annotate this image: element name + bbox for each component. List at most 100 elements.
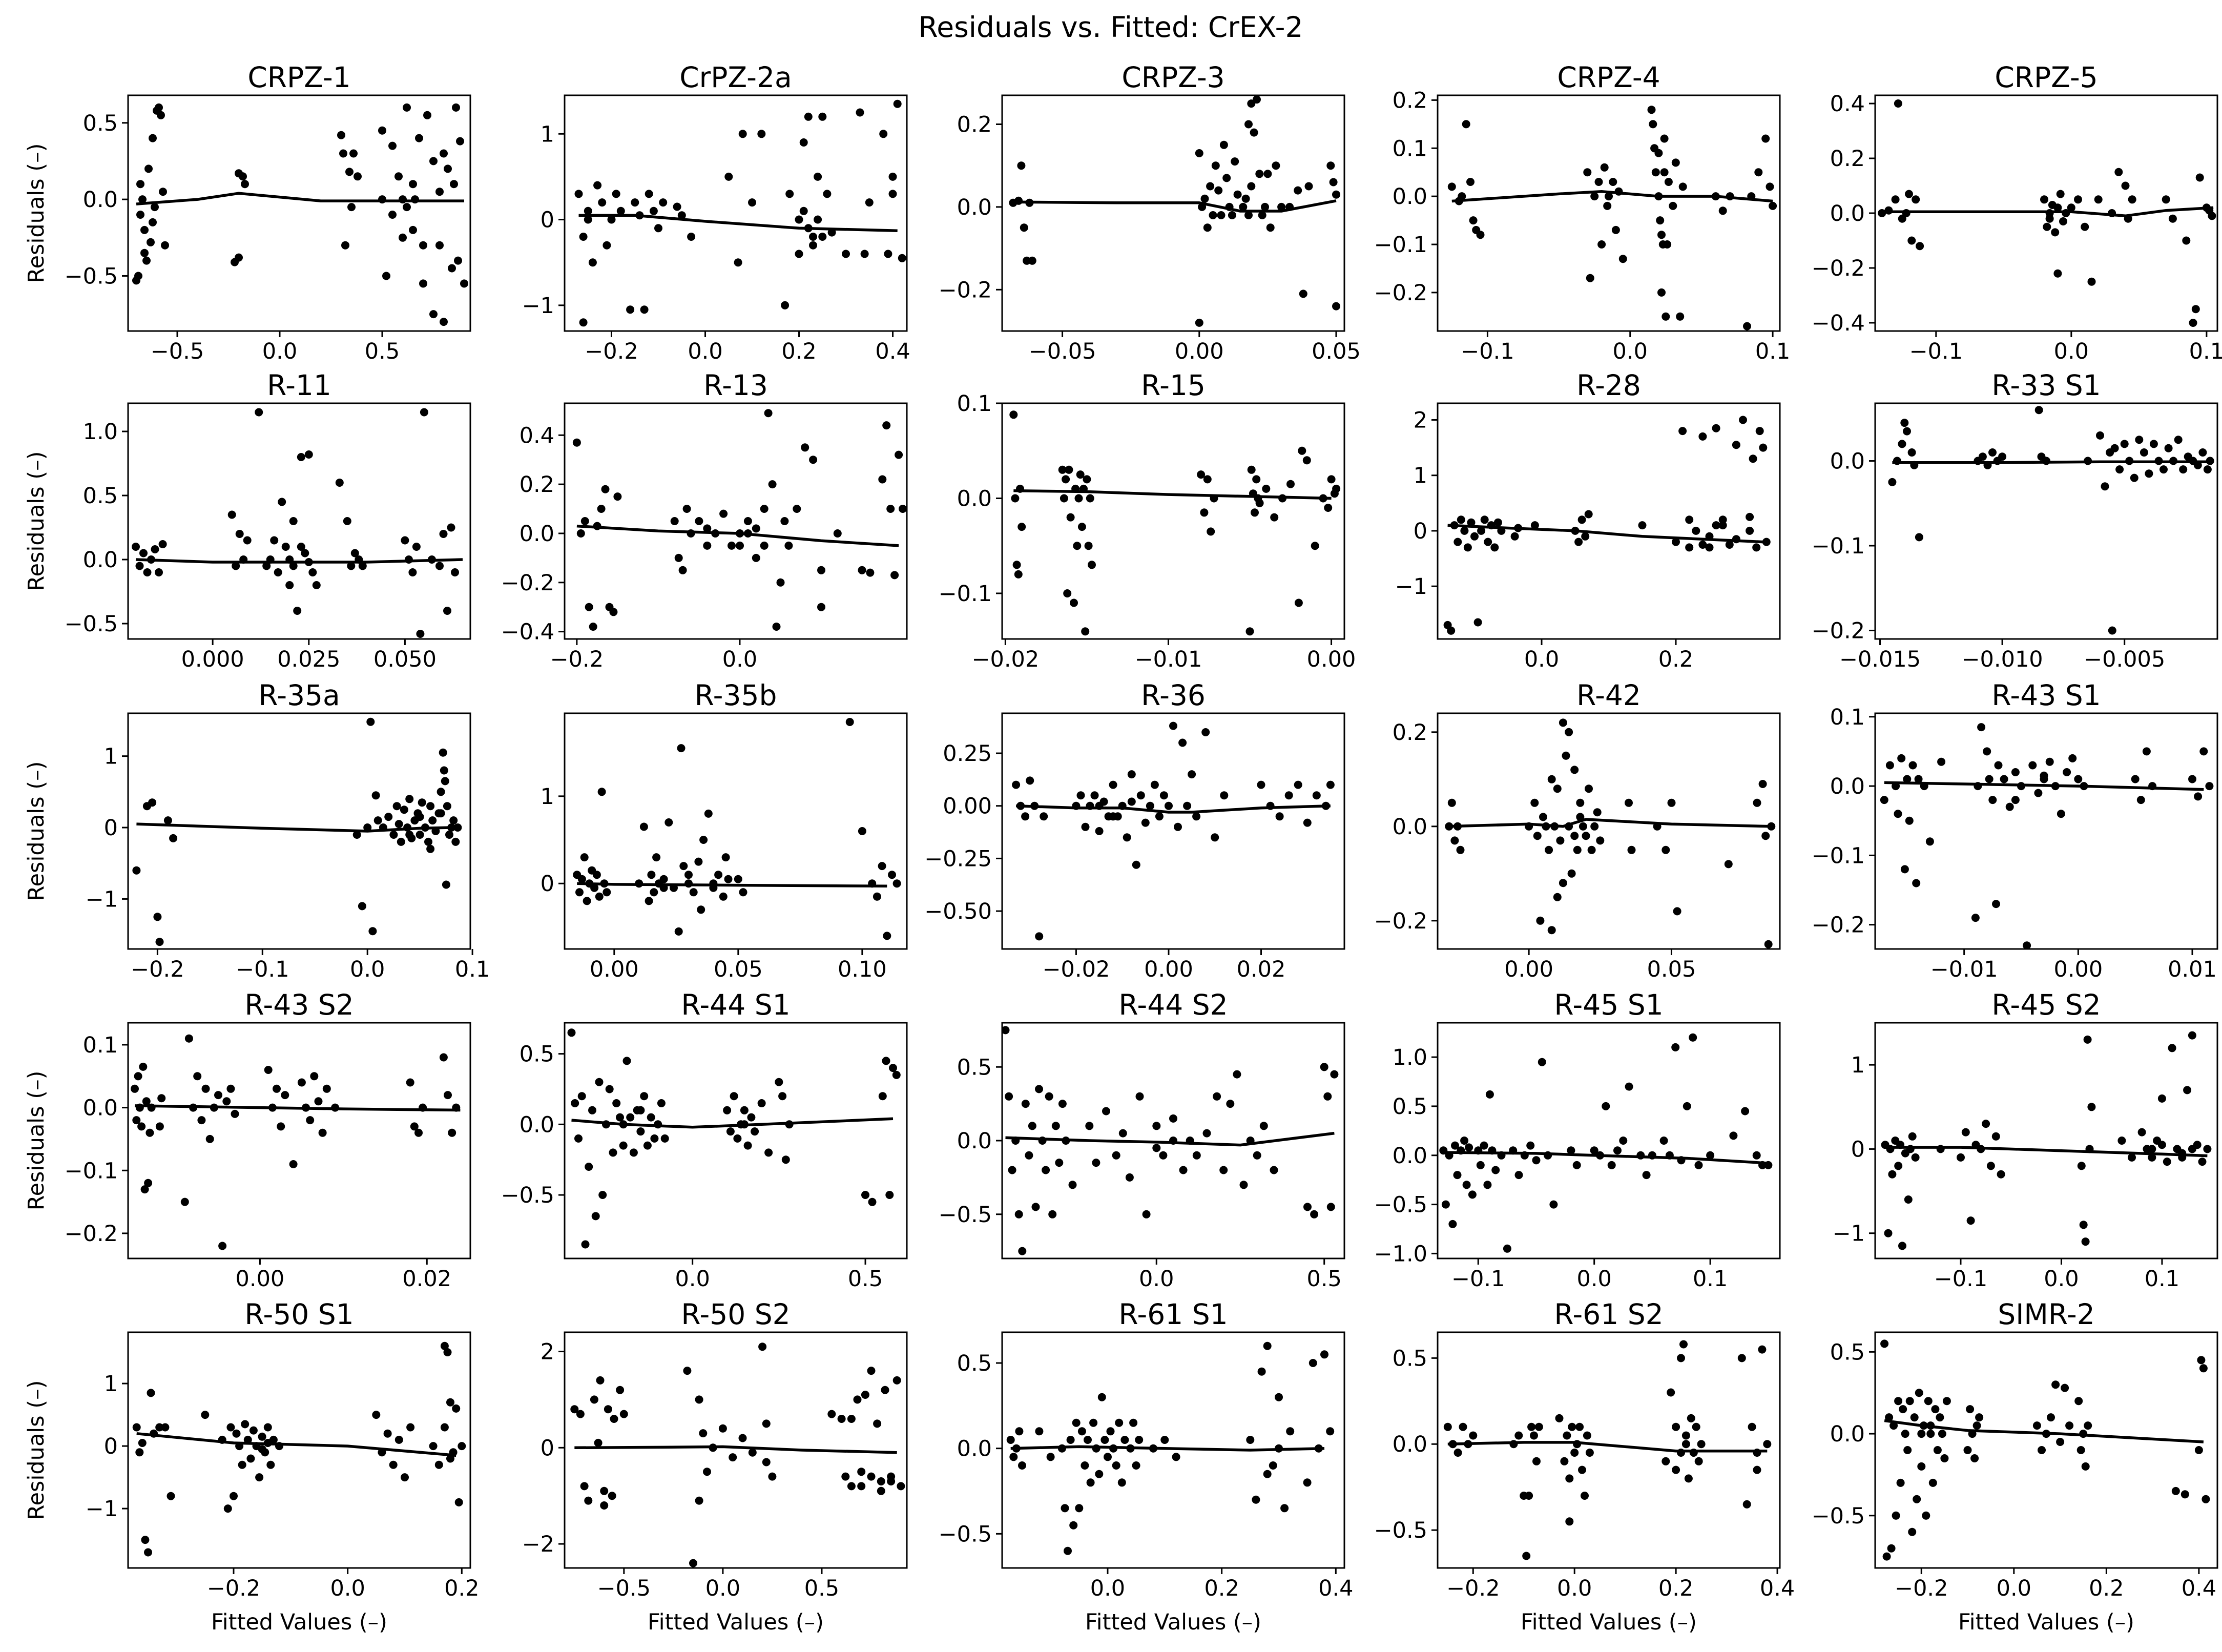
residual-point [877, 1486, 885, 1495]
y-tick-label: 1 [541, 784, 554, 810]
residual-point [726, 1127, 735, 1136]
residual-point [297, 453, 305, 461]
residual-point [1035, 1427, 1044, 1436]
axes-frame [1437, 402, 1781, 640]
residual-point [605, 1085, 614, 1093]
residual-points [1880, 1339, 2210, 1561]
residual-point [2000, 775, 2008, 783]
residual-point [1493, 518, 1502, 527]
residual-point [454, 256, 462, 265]
residual-point [751, 1127, 759, 1136]
residual-point [264, 1066, 273, 1074]
residual-point [241, 180, 249, 189]
residual-point [2168, 214, 2177, 223]
residual-point [424, 837, 432, 846]
residual-point [1992, 900, 2000, 908]
residual-point [337, 131, 345, 139]
y-tick-label: 0.5 [1393, 1094, 1427, 1120]
residual-point [580, 517, 589, 525]
residual-point [1469, 1431, 1478, 1440]
residual-point [858, 566, 866, 574]
residual-point [781, 301, 790, 309]
residual-point [640, 1092, 649, 1101]
residual-point [1081, 1461, 1089, 1470]
residual-point [2171, 1486, 2180, 1495]
residual-point [1069, 1521, 1078, 1530]
residual-point [719, 892, 728, 901]
trend-line [1447, 1441, 1768, 1453]
residual-point [640, 305, 649, 314]
residual-point [1698, 541, 1707, 549]
residual-point [2130, 473, 2138, 482]
residual-point [2163, 1158, 2171, 1166]
residual-point [1200, 508, 1209, 517]
residual-point [2083, 1035, 2092, 1044]
residual-point [410, 1122, 419, 1131]
residual-point [435, 241, 444, 250]
residual-point [1667, 1388, 1675, 1397]
panel-r-44-s2: R-44 S2 0.0 0.5 −0.5 0.0 0.5 [939, 988, 1345, 1292]
residual-point [2011, 796, 2020, 804]
residual-point [892, 879, 901, 888]
residual-point [2208, 212, 2216, 220]
residual-point [2084, 1421, 2092, 1430]
residual-point [297, 543, 305, 551]
residual-point [132, 1116, 141, 1125]
residual-point [588, 1106, 596, 1114]
residual-point [664, 818, 673, 827]
residual-point [1915, 1389, 1923, 1397]
residual-point [613, 492, 622, 501]
residual-point [1766, 182, 1774, 191]
x-tick-label: 0.02 [1237, 957, 1286, 982]
residual-point [1329, 178, 1338, 187]
residual-point [341, 241, 349, 250]
residual-point [1112, 1461, 1120, 1470]
residual-point [1020, 223, 1028, 232]
residual-point [1467, 518, 1476, 527]
x-axis-label: Fitted Values (–) [648, 1609, 824, 1635]
x-tick-label: 0.00 [1504, 957, 1553, 982]
residual-point [1762, 538, 1771, 546]
residual-point [1001, 1026, 1010, 1035]
residual-point [273, 1084, 281, 1093]
residual-point [1662, 1457, 1670, 1465]
residual-point [1510, 532, 1519, 541]
residual-point [877, 1477, 885, 1485]
residual-point [1142, 1210, 1151, 1219]
residual-point [1654, 149, 1663, 157]
residual-point [201, 1084, 210, 1093]
residual-point [135, 562, 144, 570]
residual-point [1298, 446, 1306, 455]
residual-point [647, 1113, 655, 1122]
residual-point [1758, 1345, 1767, 1354]
residual-point [426, 844, 435, 853]
panel-title: R-45 S2 [1991, 988, 2101, 1021]
residual-point [1938, 1430, 1946, 1438]
residual-point [406, 1423, 415, 1432]
residual-point [674, 927, 683, 936]
residual-point [1539, 813, 1547, 821]
residual-points [574, 99, 906, 327]
residual-point [394, 1435, 403, 1444]
residual-point [1146, 801, 1154, 810]
y-tick-label: 0.4 [1830, 91, 1865, 117]
residual-point [1480, 1141, 1488, 1150]
trend-line [1884, 781, 2204, 791]
residual-point [764, 1148, 773, 1157]
residual-point [1712, 521, 1720, 530]
residual-point [1619, 1137, 1628, 1145]
x-tick-label: 0.4 [2182, 1576, 2216, 1601]
axes-frame [564, 1331, 908, 1569]
residual-point [1913, 1495, 1921, 1503]
residual-point [1603, 201, 1612, 210]
residual-point [598, 1191, 607, 1199]
residual-point [719, 509, 728, 518]
residual-point [1188, 770, 1196, 779]
residual-point [1457, 515, 1465, 524]
residual-point [1915, 533, 1923, 542]
residual-point [740, 1106, 749, 1114]
residual-point [1679, 1340, 1688, 1349]
residual-point [1894, 1162, 1903, 1170]
residual-point [1491, 1166, 1500, 1174]
residual-point [1484, 538, 1492, 546]
